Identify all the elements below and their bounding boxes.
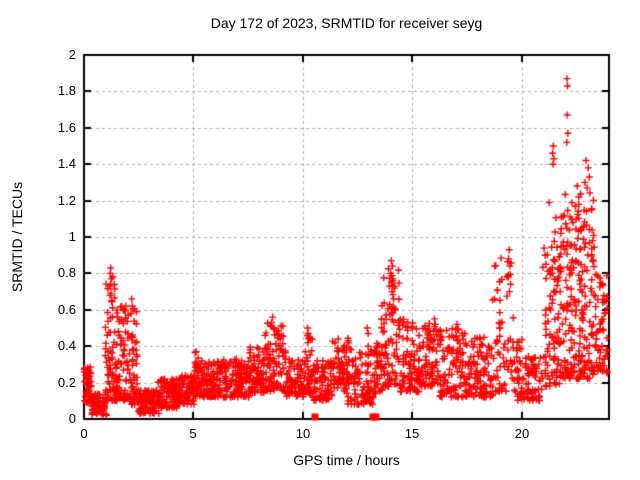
- x-tick-label: 10: [295, 426, 311, 441]
- x-tick-label: 0: [80, 426, 88, 441]
- chart-title: Day 172 of 2023, SRMTID for receiver sey…: [210, 15, 483, 31]
- y-tick-label: 1.2: [57, 193, 76, 208]
- y-tick-label: 0.4: [57, 338, 76, 353]
- y-tick-label: 0.8: [57, 265, 76, 280]
- y-tick-label: 0.2: [57, 375, 76, 390]
- y-tick-label: 0.6: [57, 302, 76, 317]
- y-tick-label: 1: [68, 229, 76, 244]
- x-tick-label: 5: [189, 426, 197, 441]
- y-tick-label: 1.4: [57, 156, 76, 171]
- x-axis-label: GPS time / hours: [293, 452, 400, 468]
- y-tick-label: 1.8: [57, 83, 76, 98]
- y-tick-label: 2: [68, 47, 76, 62]
- x-tick-label: 20: [514, 426, 530, 441]
- y-tick-label: 1.6: [57, 120, 76, 135]
- y-tick-label: 0: [68, 411, 76, 426]
- x-tick-label: 15: [404, 426, 420, 441]
